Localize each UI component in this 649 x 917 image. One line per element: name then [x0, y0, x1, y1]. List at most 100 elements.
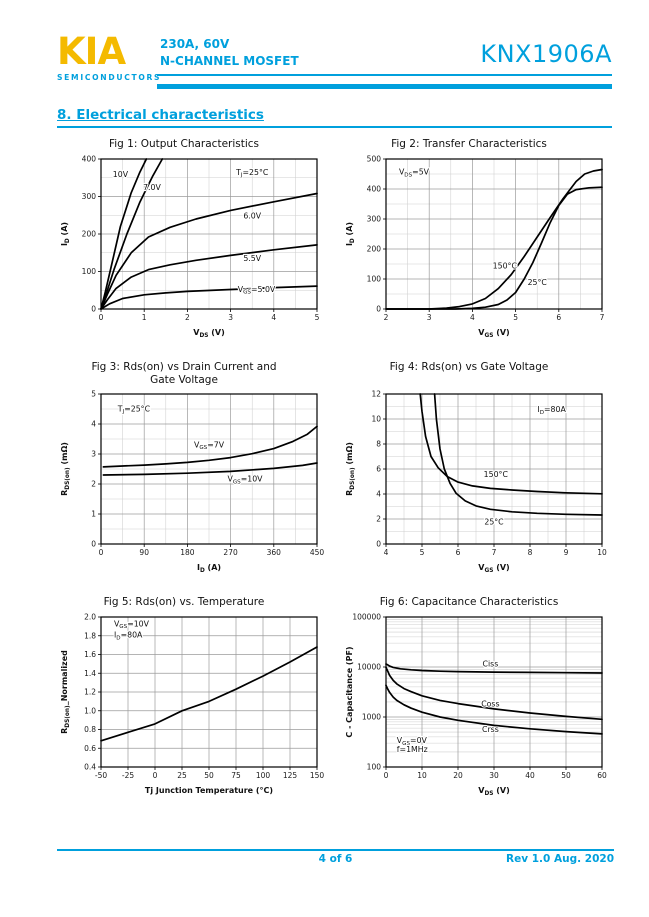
svg-text:100: 100	[367, 763, 382, 772]
svg-text:VGS (V): VGS (V)	[478, 328, 509, 339]
svg-text:7: 7	[492, 548, 497, 557]
svg-text:0.4: 0.4	[84, 763, 96, 772]
svg-text:75: 75	[231, 771, 241, 780]
svg-text:0: 0	[99, 313, 104, 322]
svg-text:50: 50	[561, 771, 571, 780]
svg-text:ID=80A: ID=80A	[114, 631, 143, 642]
svg-text:500: 500	[367, 155, 382, 164]
svg-text:VDS (V): VDS (V)	[478, 786, 510, 797]
fig5-rdson-vs-temperature-chart: Fig 5: Rds(on) vs. Temperature -50 -25 0 25 5…	[57, 596, 329, 813]
svg-text:0: 0	[376, 305, 381, 314]
svg-text:10000: 10000	[357, 663, 381, 672]
svg-text:2: 2	[185, 313, 190, 322]
svg-text:25°C: 25°C	[484, 518, 504, 527]
svg-text:6: 6	[456, 548, 461, 557]
svg-text:0: 0	[99, 548, 104, 557]
svg-text:Ciss: Ciss	[483, 659, 499, 668]
svg-text:7: 7	[600, 313, 605, 322]
svg-text:40: 40	[525, 771, 535, 780]
chart-title: Fig 1: Output Characteristics	[108, 138, 260, 150]
svg-text:4: 4	[384, 548, 389, 557]
chart-title: Fig 2: Transfer Characteristics	[391, 138, 547, 150]
svg-text:3: 3	[228, 313, 233, 322]
fig4-rdson-vs-gate-voltage-chart: Fig 4: Rds(on) vs Gate Voltage 4 5 6 7 8 9 10 0 2…	[342, 361, 614, 590]
svg-text:25°C: 25°C	[528, 278, 548, 287]
svg-text:400: 400	[82, 155, 97, 164]
svg-text:0: 0	[91, 540, 96, 549]
svg-text:Tj Junction Temperature (°C): Tj Junction Temperature (°C)	[145, 786, 273, 795]
revision-label: Rev 1.0 Aug. 2020	[506, 853, 614, 865]
chart-title: Fig 3: Rds(on) vs Drain Current and Gate …	[91, 361, 277, 386]
svg-text:10: 10	[371, 415, 381, 424]
svg-text:7.0V: 7.0V	[143, 183, 161, 192]
svg-text:C - Capacitance (PF): C - Capacitance (PF)	[345, 646, 354, 737]
svg-text:f=1MHz: f=1MHz	[397, 745, 428, 754]
svg-text:TJ=25°C: TJ=25°C	[117, 404, 151, 415]
svg-text:3: 3	[427, 313, 432, 322]
svg-text:0: 0	[91, 305, 96, 314]
chart-canvas: 0 1 2 3 4 5 0 100 200 300 400 VDS (V) ID (A) TJ=25°C 1…	[60, 155, 320, 339]
svg-text:4: 4	[91, 420, 96, 429]
svg-text:1: 1	[91, 510, 96, 519]
svg-text:150: 150	[310, 771, 325, 780]
footer-row: 4 of 6 Rev 1.0 Aug. 2020	[57, 853, 614, 869]
svg-text:VGS=5.0V: VGS=5.0V	[238, 285, 276, 296]
svg-text:4: 4	[470, 313, 475, 322]
svg-text:5: 5	[420, 548, 425, 557]
svg-text:200: 200	[367, 245, 382, 254]
svg-text:VDS=5V: VDS=5V	[399, 168, 430, 179]
chart-title: Fig 6: Capacitance Characteristics	[379, 596, 559, 608]
svg-text:Crss: Crss	[482, 725, 499, 734]
svg-text:RDS(on)_Normalized: RDS(on)_Normalized	[60, 650, 71, 734]
svg-text:Coss: Coss	[481, 700, 499, 709]
header-device-block: 230A, 60V N-CHANNEL MOSFET	[160, 37, 299, 68]
svg-text:10V: 10V	[113, 170, 129, 179]
svg-text:4: 4	[376, 490, 381, 499]
chart-canvas: 4 5 6 7 8 9 10 0 2 4 6 8 10 12 VGS (V) RDS(on) (mΩ) ID=8…	[345, 390, 607, 574]
svg-text:6.0V: 6.0V	[243, 211, 261, 220]
brand-logo-text: KIA	[57, 30, 126, 73]
svg-text:1: 1	[142, 313, 147, 322]
svg-text:9: 9	[564, 548, 569, 557]
svg-text:VGS=10V: VGS=10V	[114, 619, 150, 630]
fig1-output-characteristics-chart: Fig 1: Output Characteristics 0 1 2 3 4 5 0 100 2…	[57, 138, 329, 355]
svg-text:1000: 1000	[362, 713, 381, 722]
brand-logo-subtext: SEMICONDUCTORS	[57, 73, 162, 82]
svg-text:60: 60	[597, 771, 607, 780]
charts-grid: Fig 1: Output Characteristics 0 1 2 3 4 5 0 100 2…	[57, 138, 614, 813]
svg-text:12: 12	[371, 390, 381, 399]
svg-text:0: 0	[376, 540, 381, 549]
header-rule-thin	[157, 74, 612, 76]
svg-text:1.8: 1.8	[84, 631, 96, 640]
svg-text:TJ=25°C: TJ=25°C	[235, 168, 269, 179]
svg-text:300: 300	[367, 215, 382, 224]
svg-text:0: 0	[384, 771, 389, 780]
footer: 4 of 6 Rev 1.0 Aug. 2020	[57, 849, 614, 869]
svg-text:ID (A): ID (A)	[60, 222, 71, 246]
svg-text:10: 10	[417, 771, 427, 780]
svg-text:90: 90	[139, 548, 149, 557]
svg-text:-50: -50	[95, 771, 107, 780]
svg-text:150°C: 150°C	[493, 262, 518, 271]
chart-canvas: 0 90 180 270 360 450 0 1 2 3 4 5 ID (A) RDS(on) (mΩ) T…	[60, 390, 324, 574]
svg-text:-25: -25	[122, 771, 134, 780]
svg-text:1.6: 1.6	[84, 650, 96, 659]
brand-logo: KIA SEMICONDUCTORS	[57, 30, 162, 83]
svg-text:8: 8	[376, 440, 381, 449]
svg-text:1.2: 1.2	[84, 688, 96, 697]
svg-text:100: 100	[256, 771, 271, 780]
svg-text:150°C: 150°C	[484, 470, 509, 479]
chart-canvas: 2 3 4 5 6 7 0 100 200 300 400 500 VGS (V) ID (A) VDS=5…	[345, 155, 605, 339]
chart-canvas: 0 10 20 30 40 50 60 100 1000 10000 100000 VDS (V) C …	[345, 613, 607, 797]
svg-text:100: 100	[82, 267, 97, 276]
svg-text:0.8: 0.8	[84, 725, 96, 734]
svg-text:400: 400	[367, 185, 382, 194]
svg-text:360: 360	[267, 548, 282, 557]
svg-text:2: 2	[384, 313, 389, 322]
svg-text:5: 5	[91, 390, 96, 399]
svg-text:ID (A): ID (A)	[345, 222, 356, 246]
svg-text:30: 30	[489, 771, 499, 780]
svg-text:VGS (V): VGS (V)	[478, 563, 509, 574]
device-type: N-CHANNEL MOSFET	[160, 54, 299, 68]
svg-text:1.0: 1.0	[84, 706, 96, 715]
